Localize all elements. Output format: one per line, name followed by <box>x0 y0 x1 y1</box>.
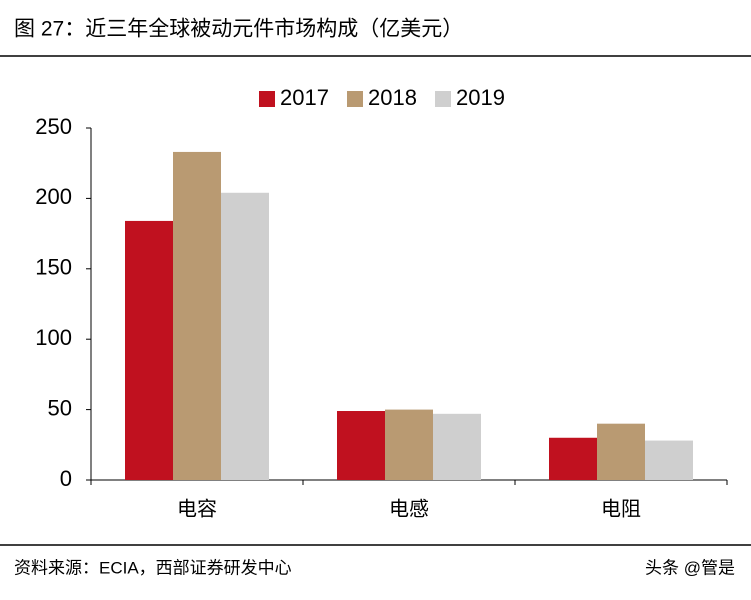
y-tick-label: 250 <box>35 114 72 139</box>
y-tick-label: 150 <box>35 255 72 280</box>
chart-title: 图 27：近三年全球被动元件市场构成（亿美元） <box>14 18 463 41</box>
source: 资料来源：ECIA，西部证券研发中心 <box>14 558 292 577</box>
y-tick-label: 0 <box>60 466 72 491</box>
legend-swatch <box>347 91 363 107</box>
watermark: 头条 @管是 <box>645 558 735 577</box>
x-tick-label: 电容 <box>177 497 217 520</box>
bar <box>433 413 481 480</box>
legend-label: 2019 <box>456 85 505 110</box>
legend-label: 2018 <box>368 85 417 110</box>
legend-swatch <box>259 91 275 107</box>
bar <box>221 192 269 480</box>
bar <box>173 151 221 480</box>
y-tick-label: 100 <box>35 325 72 350</box>
y-tick-label: 50 <box>48 395 72 420</box>
bar <box>337 411 385 480</box>
bar <box>597 423 645 480</box>
legend-swatch <box>435 91 451 107</box>
x-tick-label: 电阻 <box>601 497 641 520</box>
legend-label: 2017 <box>280 85 329 110</box>
y-tick-label: 200 <box>35 184 72 209</box>
x-tick-label: 电感 <box>389 497 429 520</box>
bar <box>645 440 693 480</box>
bar <box>125 220 173 481</box>
bar <box>385 409 433 480</box>
bar <box>549 437 597 480</box>
